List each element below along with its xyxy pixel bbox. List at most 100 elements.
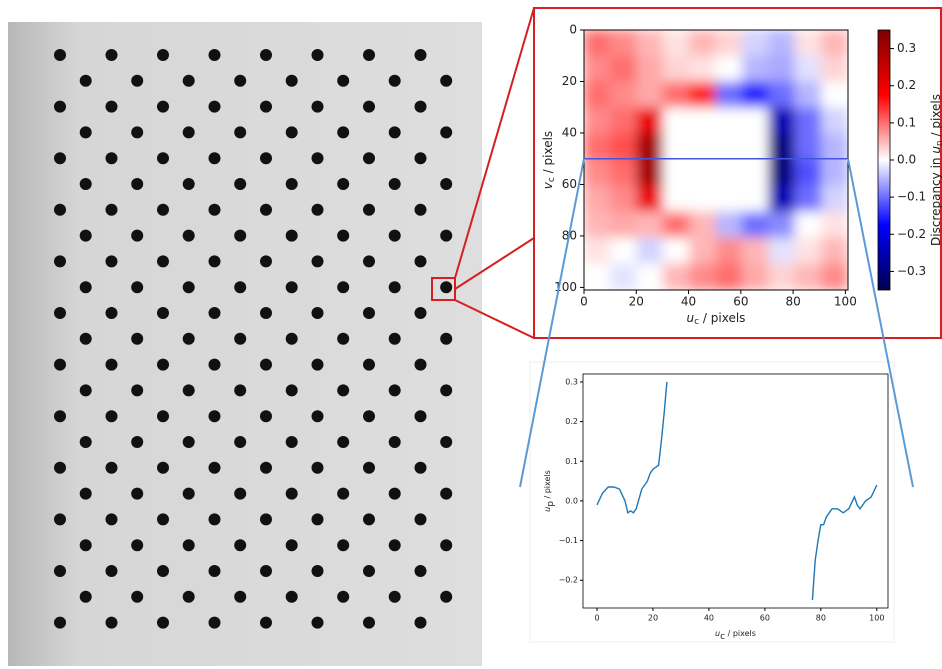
board-dot: [440, 281, 453, 294]
board-dot: [208, 616, 221, 629]
heatmap-cell: [636, 133, 664, 161]
board-dot: [440, 126, 453, 139]
heatmap-cell: [662, 107, 691, 135]
board-dot: [105, 461, 118, 474]
axis-label: uc / pixels: [687, 311, 746, 327]
board-dot: [131, 281, 144, 294]
label-unit: / pixels: [725, 629, 756, 638]
board-dot: [182, 436, 195, 448]
axis-label: vc / pixels: [541, 131, 557, 189]
heatmap-cell: [636, 237, 664, 265]
heatmap-cell: [584, 237, 611, 265]
y-tick-label: 0.0: [565, 496, 578, 505]
board-dot: [54, 410, 66, 423]
x-label: uc / pixels: [715, 629, 756, 642]
heatmap-cell: [584, 30, 611, 57]
board-dot: [337, 436, 350, 448]
board-dot: [234, 539, 247, 552]
heatmap-cell: [584, 107, 611, 135]
series-line: [596, 381, 878, 601]
heatmap-cell: [794, 263, 823, 290]
board-dot: [285, 126, 298, 139]
board-dot: [440, 229, 453, 242]
board-dot: [363, 358, 375, 371]
board-dot: [208, 513, 221, 526]
board-dot: [182, 590, 195, 603]
board-dot: [105, 152, 118, 165]
heatmap-cell: [715, 159, 743, 187]
x-tick-label: 100: [834, 295, 857, 309]
board-dot: [388, 178, 401, 190]
board-dot: [363, 152, 375, 165]
board-dot: [414, 307, 427, 319]
x-tick-label: 40: [704, 614, 714, 623]
board-dot: [363, 461, 375, 474]
heatmap-cell: [821, 211, 848, 239]
x-tick-label: 60: [733, 295, 748, 309]
board-dot: [260, 49, 272, 61]
dot-grid: [54, 49, 453, 629]
heatmap-cell: [794, 237, 823, 265]
board-dot: [105, 49, 118, 61]
axis-label: Discrepancy in un / pixels: [929, 94, 942, 246]
board-dot: [311, 513, 324, 526]
board-dot: [414, 410, 427, 423]
board-dot: [260, 255, 272, 268]
heatmap-cell: [662, 159, 691, 187]
heatmap-cell: [715, 211, 743, 239]
board-dot: [414, 49, 427, 61]
heatmap-cell: [715, 81, 743, 109]
heatmap-cell: [636, 107, 664, 135]
heatmap-cell: [741, 263, 770, 290]
heatmap-cell: [609, 81, 638, 109]
x-tick-label: 100: [869, 614, 884, 623]
heatmap-cell: [584, 211, 611, 239]
board-dot: [311, 358, 324, 371]
board-dot: [363, 307, 375, 319]
y-tick-label: −0.1: [559, 536, 578, 545]
heatmap-cell: [609, 211, 638, 239]
board-dot: [79, 539, 92, 552]
board-dot: [131, 487, 144, 500]
board-dot: [234, 590, 247, 603]
heatmap-cell: [794, 81, 823, 109]
heatmap-cell: [715, 55, 743, 83]
board-dot: [337, 539, 350, 552]
heatmap-cell: [609, 185, 638, 213]
heatmap-cell: [662, 237, 691, 265]
board-dot: [440, 178, 453, 190]
board-dot: [260, 100, 272, 113]
cut-connector: [847, 158, 914, 488]
board-dot: [388, 487, 401, 500]
board-dot: [363, 616, 375, 629]
heatmap-cell: [741, 237, 770, 265]
board-dot: [157, 358, 169, 371]
heatmap-cell: [584, 55, 611, 83]
heatmap-cell: [662, 185, 691, 213]
board-dot: [260, 152, 272, 165]
heatmap-cell: [689, 81, 717, 109]
label-symbol: u: [715, 629, 720, 638]
board-dot: [105, 513, 118, 526]
board-dot: [54, 616, 66, 629]
board-dot: [182, 539, 195, 552]
x-tick-label: 0: [580, 295, 588, 309]
board-dot: [363, 565, 375, 577]
board-dot: [131, 178, 144, 190]
board-dot: [234, 281, 247, 294]
board-dot: [54, 152, 66, 165]
board-dot: [79, 229, 92, 242]
profile-panel: [529, 361, 895, 643]
board-dot: [208, 255, 221, 268]
board-dot: [337, 332, 350, 345]
board-dot: [105, 255, 118, 268]
board-dot: [414, 616, 427, 629]
board-dot: [157, 616, 169, 629]
heatmap-cell: [689, 237, 717, 265]
board-dot: [285, 178, 298, 190]
heatmap-cell: [768, 107, 796, 135]
board-dot: [388, 126, 401, 139]
heatmap-cell: [768, 133, 796, 161]
heatmap-cell: [584, 133, 611, 161]
board-dot: [440, 436, 453, 448]
